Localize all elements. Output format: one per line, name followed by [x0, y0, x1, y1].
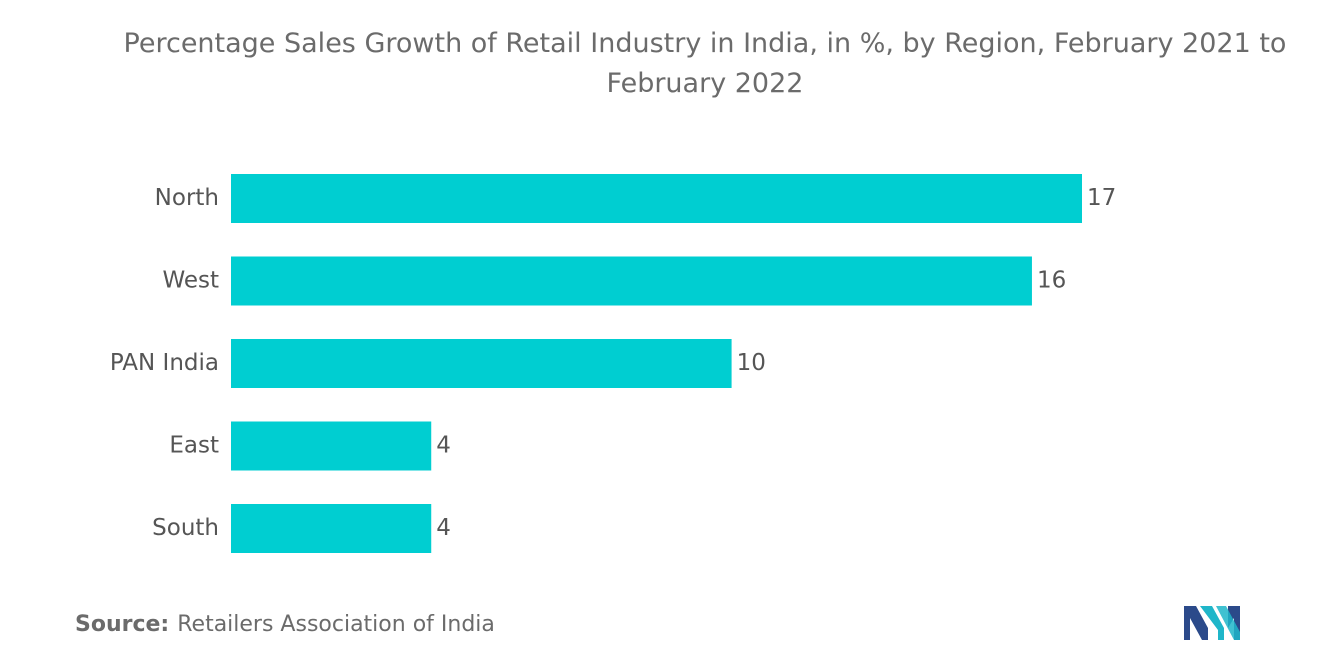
bar-south	[231, 504, 432, 553]
mordor-intelligence-logo-icon	[1184, 606, 1240, 640]
bar-east	[231, 421, 432, 471]
category-label: East	[169, 433, 219, 459]
category-label: PAN India	[110, 350, 219, 376]
category-label: North	[155, 185, 219, 211]
source-label: Source:	[75, 612, 170, 637]
bar-north	[231, 174, 1082, 223]
category-label: South	[152, 515, 219, 541]
source-note: Source: Retailers Association of India	[75, 612, 495, 637]
source-text: Retailers Association of India	[177, 612, 495, 637]
bar-west	[231, 256, 1032, 306]
category-label: West	[162, 268, 219, 294]
bar-chart: North 17 West 16 PAN India 10 East 4 South 4	[110, 174, 1116, 553]
bar-pan-india	[231, 339, 732, 388]
data-label: 4	[436, 515, 451, 541]
data-label: 4	[436, 433, 451, 459]
data-label: 16	[1037, 268, 1066, 294]
data-label: 10	[737, 350, 766, 376]
data-label: 17	[1087, 185, 1116, 211]
chart-title: Percentage Sales Growth of Retail Indust…	[123, 28, 1287, 99]
